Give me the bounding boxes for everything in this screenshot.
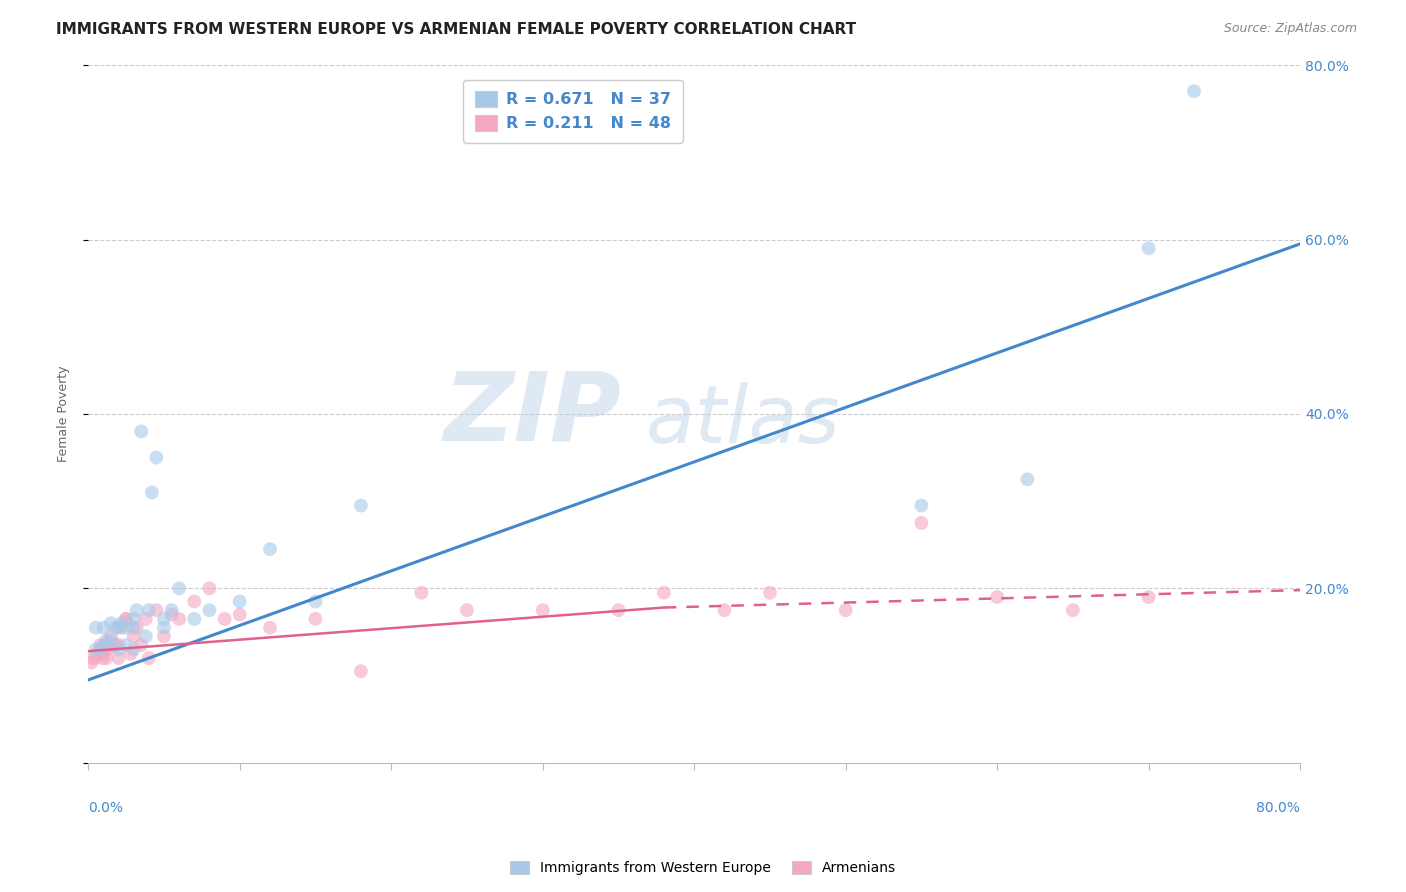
Point xyxy=(304,594,326,608)
Point xyxy=(228,607,250,622)
Point xyxy=(198,603,221,617)
Point xyxy=(910,499,932,513)
Point xyxy=(93,642,115,657)
Point xyxy=(135,629,157,643)
Text: 80.0%: 80.0% xyxy=(1256,801,1301,815)
Text: Source: ZipAtlas.com: Source: ZipAtlas.com xyxy=(1223,22,1357,36)
Point xyxy=(1137,590,1160,604)
Point xyxy=(198,582,221,596)
Point xyxy=(125,603,148,617)
Point xyxy=(84,621,107,635)
Point xyxy=(120,647,142,661)
Point xyxy=(350,499,373,513)
Point xyxy=(652,585,675,599)
Point xyxy=(145,603,167,617)
Point xyxy=(834,603,856,617)
Point xyxy=(304,612,326,626)
Point xyxy=(145,450,167,465)
Point xyxy=(1182,84,1205,98)
Point xyxy=(122,621,145,635)
Point xyxy=(89,638,111,652)
Point xyxy=(104,621,127,635)
Point xyxy=(214,612,236,626)
Y-axis label: Female Poverty: Female Poverty xyxy=(58,366,70,462)
Point xyxy=(97,642,120,657)
Point xyxy=(141,485,163,500)
Point xyxy=(100,638,122,652)
Text: IMMIGRANTS FROM WESTERN EUROPE VS ARMENIAN FEMALE POVERTY CORRELATION CHART: IMMIGRANTS FROM WESTERN EUROPE VS ARMENI… xyxy=(56,22,856,37)
Point xyxy=(89,642,111,657)
Point xyxy=(1137,241,1160,255)
Point xyxy=(153,621,176,635)
Point xyxy=(93,621,115,635)
Point xyxy=(259,542,281,557)
Point xyxy=(84,642,107,657)
Point xyxy=(90,647,112,661)
Point xyxy=(1062,603,1084,617)
Point xyxy=(183,594,205,608)
Point xyxy=(153,612,176,626)
Point xyxy=(110,621,132,635)
Text: 0.0%: 0.0% xyxy=(89,801,124,815)
Point xyxy=(122,629,145,643)
Point xyxy=(107,638,129,652)
Point xyxy=(104,638,127,652)
Point xyxy=(183,612,205,626)
Point xyxy=(910,516,932,530)
Point xyxy=(107,651,129,665)
Point xyxy=(80,656,103,670)
Point xyxy=(122,642,145,657)
Point xyxy=(110,616,132,631)
Point xyxy=(115,638,138,652)
Point xyxy=(93,651,115,665)
Point xyxy=(122,612,145,626)
Point xyxy=(167,612,190,626)
Point xyxy=(153,629,176,643)
Point xyxy=(115,612,138,626)
Point xyxy=(986,590,1008,604)
Point xyxy=(759,585,782,599)
Text: atlas: atlas xyxy=(645,382,841,460)
Point xyxy=(167,582,190,596)
Point xyxy=(160,607,183,622)
Text: ZIP: ZIP xyxy=(443,368,621,460)
Point xyxy=(531,603,554,617)
Point xyxy=(411,585,433,599)
Point xyxy=(125,621,148,635)
Legend: Immigrants from Western Europe, Armenians: Immigrants from Western Europe, Armenian… xyxy=(503,855,903,880)
Point xyxy=(96,633,118,648)
Point xyxy=(93,638,115,652)
Point xyxy=(160,603,183,617)
Point xyxy=(96,651,118,665)
Point xyxy=(350,664,373,678)
Point xyxy=(1017,472,1039,486)
Point xyxy=(456,603,478,617)
Point xyxy=(89,642,111,657)
Point xyxy=(84,651,107,665)
Point xyxy=(107,621,129,635)
Point xyxy=(100,616,122,631)
Point xyxy=(100,633,122,648)
Point xyxy=(107,642,129,657)
Point xyxy=(115,612,138,626)
Point xyxy=(129,638,152,652)
Point xyxy=(135,612,157,626)
Point xyxy=(607,603,630,617)
Point xyxy=(82,651,104,665)
Point xyxy=(138,603,160,617)
Legend: R = 0.671   N = 37, R = 0.211   N = 48: R = 0.671 N = 37, R = 0.211 N = 48 xyxy=(464,80,683,143)
Point xyxy=(138,651,160,665)
Point xyxy=(87,647,110,661)
Point xyxy=(115,621,138,635)
Point xyxy=(100,629,122,643)
Point xyxy=(129,425,152,439)
Point xyxy=(228,594,250,608)
Point xyxy=(259,621,281,635)
Point xyxy=(713,603,735,617)
